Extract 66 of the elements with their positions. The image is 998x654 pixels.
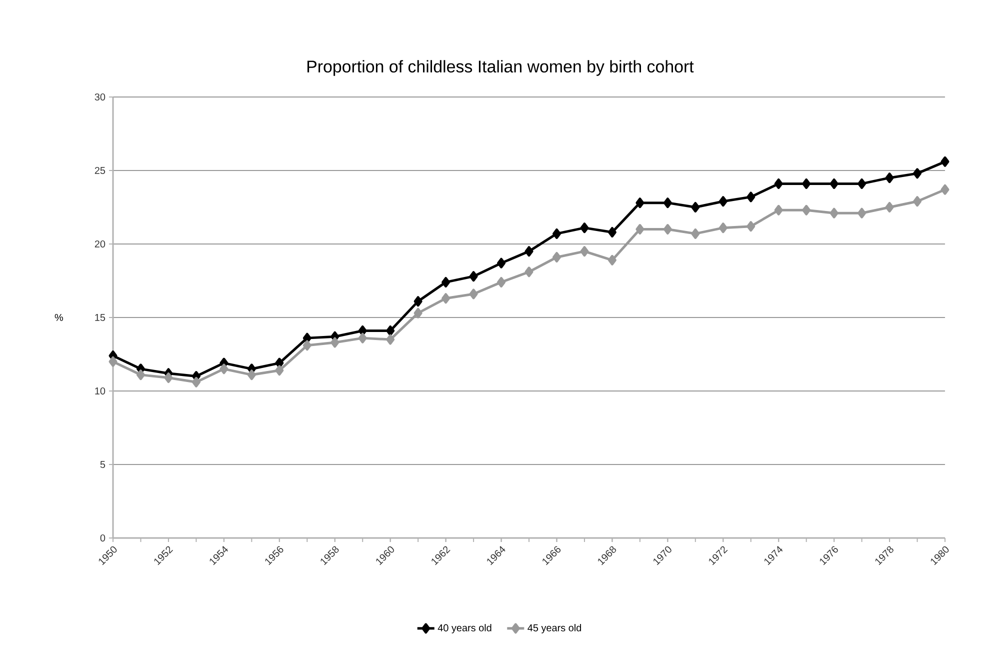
point xyxy=(913,196,922,207)
point xyxy=(940,156,950,167)
point xyxy=(302,340,312,351)
point xyxy=(414,308,422,318)
point xyxy=(691,202,700,212)
y-tick-label: 10 xyxy=(95,387,106,395)
point xyxy=(524,266,534,278)
point xyxy=(497,258,506,268)
point xyxy=(386,325,395,336)
point xyxy=(136,370,145,380)
point xyxy=(858,208,866,218)
point xyxy=(108,356,118,367)
point xyxy=(608,226,616,238)
point xyxy=(469,271,478,282)
y-tick-label: 0 xyxy=(100,534,106,542)
legend-label: 40 years old xyxy=(438,624,492,634)
point xyxy=(164,372,173,384)
point xyxy=(330,337,340,348)
point xyxy=(885,172,894,184)
point xyxy=(858,178,866,189)
point xyxy=(192,376,200,388)
point xyxy=(580,246,589,257)
point xyxy=(885,202,894,212)
point xyxy=(830,178,838,189)
point xyxy=(524,246,534,257)
y-tick-label: 20 xyxy=(94,240,106,248)
point xyxy=(220,364,228,374)
point xyxy=(414,296,422,307)
y-tick-label: 5 xyxy=(100,461,106,468)
point xyxy=(442,293,450,304)
point xyxy=(442,276,450,288)
point xyxy=(663,198,672,208)
point xyxy=(552,252,561,262)
point xyxy=(691,228,700,239)
point xyxy=(718,196,728,207)
point xyxy=(774,178,783,189)
point xyxy=(830,208,838,218)
legend-label: 45 years old xyxy=(528,624,582,634)
y-tick-label: 30 xyxy=(94,93,106,101)
point xyxy=(774,204,783,216)
point xyxy=(302,332,312,344)
y-axis-title: % xyxy=(54,314,64,321)
point xyxy=(746,221,756,232)
point xyxy=(636,198,644,208)
point xyxy=(580,222,589,234)
point xyxy=(663,224,672,235)
point xyxy=(802,204,811,216)
point xyxy=(608,254,616,266)
point xyxy=(469,288,478,300)
point xyxy=(275,358,284,368)
point xyxy=(497,276,506,288)
point xyxy=(552,228,561,239)
point xyxy=(718,222,728,234)
point xyxy=(386,334,395,345)
point xyxy=(636,224,644,235)
y-tick-label: 15 xyxy=(95,314,106,321)
point xyxy=(275,365,284,376)
point xyxy=(802,178,811,189)
point xyxy=(247,370,256,380)
y-tick-label: 25 xyxy=(94,166,106,174)
point xyxy=(358,332,367,344)
chart-title: Proportion of childless Italian women by birth cohort xyxy=(307,60,694,76)
point xyxy=(358,325,367,336)
point xyxy=(940,184,950,195)
point xyxy=(746,192,756,202)
point xyxy=(913,168,922,179)
